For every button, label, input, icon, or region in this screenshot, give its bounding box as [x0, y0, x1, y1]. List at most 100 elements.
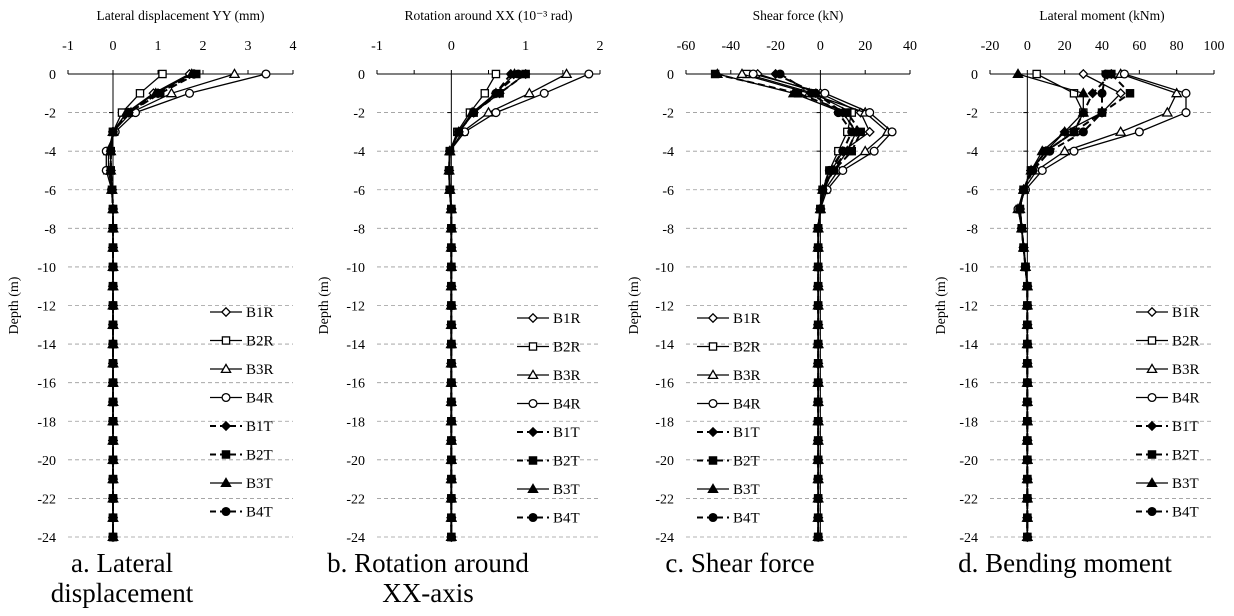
chart-title: Shear force (kN): [753, 8, 844, 23]
data-point: [446, 455, 456, 465]
data-point: [446, 281, 456, 291]
series-B3R: [443, 68, 573, 542]
data-point: [1015, 204, 1025, 214]
data-point: [446, 493, 456, 503]
y-tick-label: -10: [655, 261, 674, 276]
caption-b: b. Rotation around XX-axis: [298, 548, 558, 608]
data-point: [1022, 320, 1032, 330]
data-point: [864, 126, 875, 137]
x-tick-label: -1: [62, 39, 74, 54]
data-point: [560, 68, 573, 79]
legend: B1R B2R B3R B4R B1T B2T B3T B4T: [210, 305, 274, 521]
data-point: [446, 223, 456, 233]
legend-label: B2R: [733, 340, 761, 356]
data-point: [1078, 127, 1088, 137]
caption-b-line2: XX-axis: [382, 578, 474, 608]
legend-label: B4T: [733, 511, 760, 527]
y-tick-label: -18: [346, 415, 365, 430]
data-point: [1078, 68, 1089, 80]
legend: B1R B2R B3R B4R B1T B2T B3T B4T: [1136, 305, 1200, 521]
data-point: [106, 165, 116, 176]
legend-marker: [527, 426, 539, 438]
data-point: [446, 358, 456, 368]
legend-label: B2R: [553, 340, 581, 356]
data-point: [1069, 89, 1079, 98]
y-tick-label: -4: [44, 145, 56, 160]
data-point: [446, 397, 456, 407]
x-tick-label: 0: [1024, 39, 1031, 54]
legend-marker: [1146, 363, 1158, 374]
legend-label: B2R: [246, 334, 274, 350]
data-point: [1161, 106, 1174, 117]
caption-c-line1: c. Shear force: [665, 548, 815, 578]
data-point: [491, 69, 501, 79]
y-tick-label: -20: [37, 454, 56, 469]
legend-marker: [221, 336, 231, 345]
y-tick-label: -14: [346, 338, 365, 353]
chart-panel-2: Rotation around XX (10⁻³ rad)-1 0 1 20-2-4-…: [317, 8, 604, 546]
y-tick-label: -12: [346, 300, 365, 315]
y-tick-label: -24: [959, 531, 978, 546]
x-tick-label: 2: [597, 39, 604, 54]
data-point: [847, 127, 857, 137]
data-point: [869, 146, 879, 156]
chart-title: Lateral moment (kNm): [1039, 8, 1164, 23]
y-tick-label: 0: [358, 68, 365, 83]
chart-title: Lateral displacement YY (mm): [96, 8, 264, 23]
data-point: [1101, 69, 1111, 79]
y-tick-label: -4: [966, 145, 978, 160]
data-point: [1134, 127, 1144, 137]
legend-marker: [220, 420, 232, 432]
data-point: [539, 88, 549, 98]
data-point: [106, 146, 116, 156]
data-point: [748, 69, 758, 79]
legend-marker: [527, 369, 539, 380]
legend-marker: [1147, 506, 1157, 517]
legend-label: B1R: [733, 311, 761, 327]
chart-panel-3: Shear force (kN) -60 -40 -20 0 20 40 0 -2 -4 -6 -8 -…: [627, 8, 917, 546]
data-point: [446, 532, 456, 542]
data-point: [108, 339, 118, 349]
y-tick-label: -12: [37, 300, 56, 315]
data-point: [818, 185, 828, 195]
legend-marker: [1147, 392, 1157, 403]
data-point: [446, 435, 456, 446]
data-point: [446, 378, 456, 388]
data-point: [1022, 435, 1032, 446]
data-point: [108, 378, 118, 388]
data-point: [813, 378, 823, 388]
data-point: [108, 455, 118, 465]
y-tick-label: -10: [37, 261, 56, 276]
legend-label: B3T: [1172, 476, 1199, 492]
data-point: [108, 358, 118, 368]
data-point: [736, 68, 748, 79]
y-tick-label: -18: [655, 415, 674, 430]
x-tick-label: 40: [903, 39, 917, 54]
data-point: [1087, 88, 1098, 99]
data-point: [1115, 88, 1126, 99]
data-point: [446, 204, 456, 214]
data-point: [820, 88, 830, 98]
data-point: [1181, 88, 1191, 98]
legend: B1R B2R B3R B4R B1T B2T B3T B4T: [517, 311, 581, 527]
legend-label: B1R: [553, 311, 581, 327]
legend-marker: [1147, 336, 1157, 345]
caption-a: a. Lateral displacement: [12, 548, 232, 608]
data-point: [887, 127, 897, 137]
data-point: [1058, 145, 1071, 156]
caption-a-line1: a. Lateral: [71, 548, 173, 578]
data-point: [813, 455, 823, 465]
data-point: [1045, 146, 1055, 156]
data-point: [813, 281, 823, 291]
x-tick-label: 20: [858, 39, 872, 54]
data-point: [446, 339, 456, 349]
series-B4T: [444, 69, 523, 542]
x-tick-label: 3: [245, 39, 252, 54]
legend-marker: [708, 342, 718, 351]
legend-label: B1T: [246, 419, 273, 435]
data-point: [108, 474, 118, 484]
data-point: [189, 69, 199, 79]
data-point: [444, 165, 454, 176]
data-point: [838, 165, 848, 176]
data-point: [446, 320, 456, 330]
